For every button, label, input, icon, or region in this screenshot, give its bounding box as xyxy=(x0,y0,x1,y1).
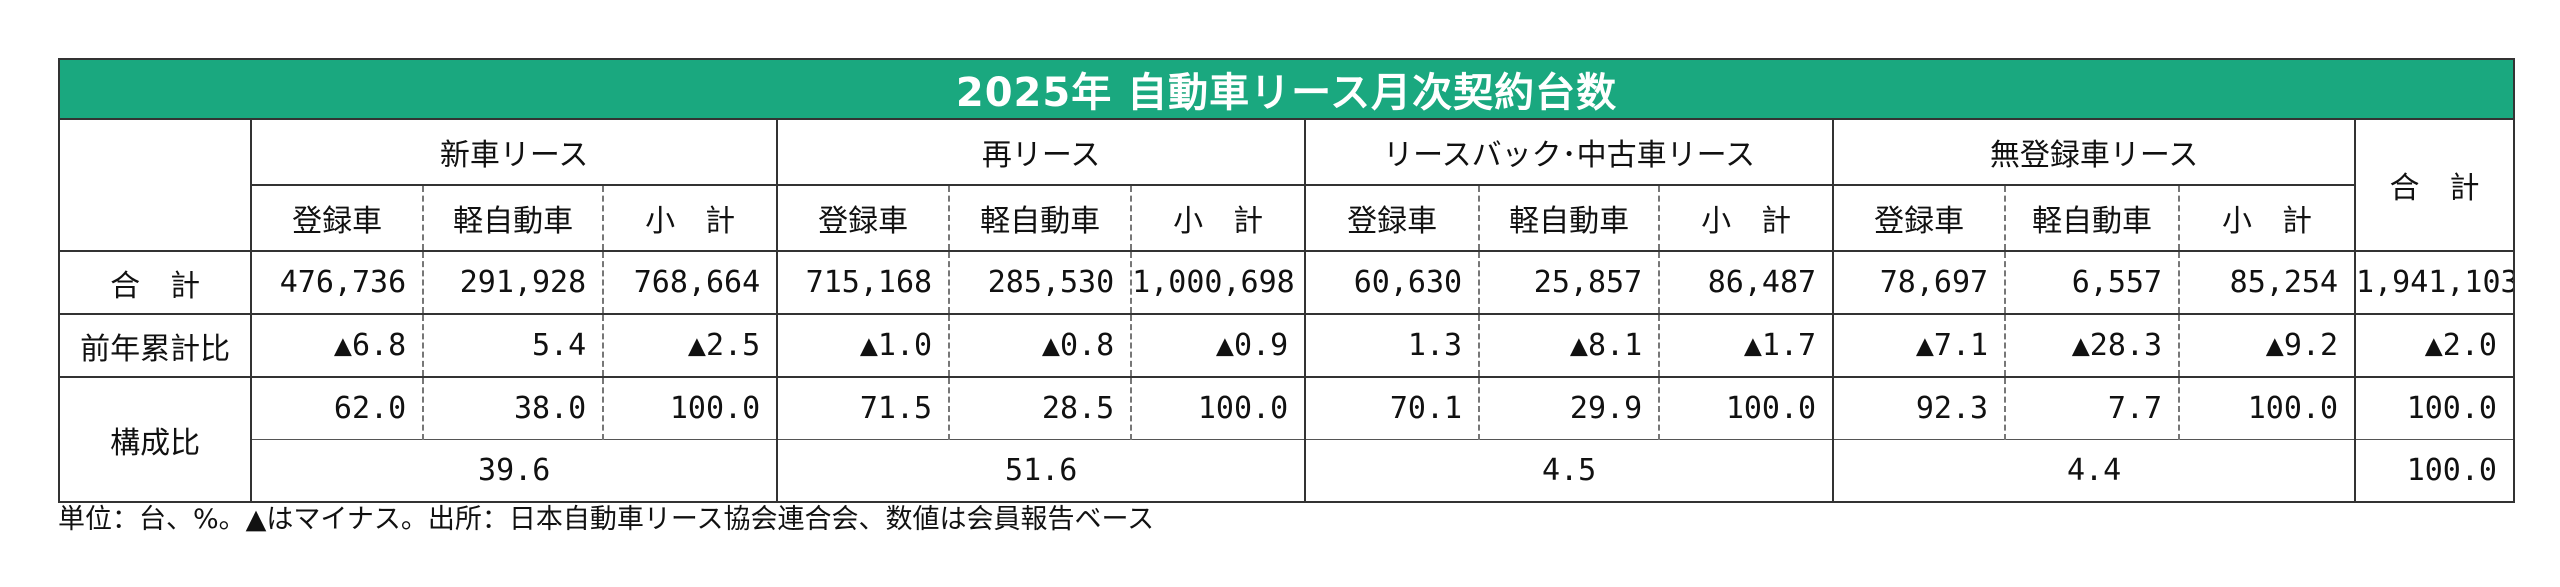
cell-value: 92.3 xyxy=(1832,376,2006,440)
cell-value: 291,928 xyxy=(422,250,604,315)
sub-header-kei: 軽自動車 xyxy=(2004,184,2180,252)
cell-value: 285,530 xyxy=(948,250,1132,315)
group-share-value: 51.6 xyxy=(776,439,1307,503)
cell-value: 6,557 xyxy=(2004,250,2180,315)
source-note: 単位：台、%。▲はマイナス。出所：日本自動車リース協会連合会、数値は会員報告ベー… xyxy=(58,504,1155,535)
cell-value: 100.0 xyxy=(602,376,779,440)
cell-value: ▲8.1 xyxy=(1478,313,1660,378)
cell-value: 100.0 xyxy=(2178,376,2357,440)
cell-value: 1,941,103 xyxy=(2354,250,2515,315)
sub-header-subtotal: 小 計 xyxy=(1130,184,1307,252)
group-header-unregistered-car: 無登録車リース xyxy=(1832,118,2357,186)
sub-header-subtotal: 小 計 xyxy=(602,184,779,252)
cell-value: 85,254 xyxy=(2178,250,2357,315)
cell-value: 100.0 xyxy=(1658,376,1835,440)
cell-value: 100.0 xyxy=(2354,376,2515,440)
group-header-re-lease: 再リース xyxy=(776,118,1307,186)
cell-value: 78,697 xyxy=(1832,250,2006,315)
table-row-yoy: 前年累計比 ▲6.8 5.4 ▲2.5 ▲1.0 ▲0.8 ▲0.9 1.3 ▲… xyxy=(57,313,2515,378)
sub-header-kei: 軽自動車 xyxy=(948,184,1132,252)
cell-value: 71.5 xyxy=(776,376,950,440)
cell-value: 86,487 xyxy=(1658,250,1835,315)
cell-value: 38.0 xyxy=(422,376,604,440)
row-label-yoy: 前年累計比 xyxy=(57,313,253,378)
cell-value: ▲0.8 xyxy=(948,313,1132,378)
group-share-value: 39.6 xyxy=(250,439,779,503)
cell-value: 768,664 xyxy=(602,250,779,315)
row-label-composition: 構成比 xyxy=(57,376,253,503)
cell-value: 25,857 xyxy=(1478,250,1660,315)
cell-value: 62.0 xyxy=(250,376,424,440)
cell-value: ▲2.0 xyxy=(2354,313,2515,378)
group-share-total: 100.0 xyxy=(2354,439,2515,503)
table-row-composition-group: 39.6 51.6 4.5 4.4 100.0 xyxy=(59,439,2515,503)
cell-value: 100.0 xyxy=(1130,376,1307,440)
lease-table: 2025年 自動車リース月次契約台数 新車リース 再リース リースバック･中古車… xyxy=(57,58,2515,503)
table-title: 2025年 自動車リース月次契約台数 xyxy=(58,58,2515,120)
total-header: 合 計 xyxy=(2354,118,2515,252)
cell-value: 28.5 xyxy=(948,376,1132,440)
cell-value: ▲7.1 xyxy=(1832,313,2006,378)
sub-header-subtotal: 小 計 xyxy=(2178,184,2357,252)
sub-header-subtotal: 小 計 xyxy=(1658,184,1835,252)
cell-value: ▲0.9 xyxy=(1130,313,1307,378)
corner-cell xyxy=(57,118,253,252)
cell-value: ▲1.0 xyxy=(776,313,950,378)
sub-header-registered: 登録車 xyxy=(776,184,950,252)
cell-value: 476,736 xyxy=(250,250,424,315)
cell-value: 5.4 xyxy=(422,313,604,378)
cell-value: 29.9 xyxy=(1478,376,1660,440)
sub-header-registered: 登録車 xyxy=(250,184,424,252)
cell-value: 715,168 xyxy=(776,250,950,315)
cell-value: ▲1.7 xyxy=(1658,313,1835,378)
cell-value: 1,000,698 xyxy=(1130,250,1307,315)
group-header-new-car-lease: 新車リース xyxy=(250,118,779,186)
cell-value: 70.1 xyxy=(1304,376,1480,440)
group-share-value: 4.5 xyxy=(1304,439,1835,503)
sub-header-kei: 軽自動車 xyxy=(422,184,604,252)
row-label-total: 合 計 xyxy=(57,250,253,315)
sub-header-kei: 軽自動車 xyxy=(1478,184,1660,252)
cell-value: ▲6.8 xyxy=(250,313,424,378)
lease-table-container: 2025年 自動車リース月次契約台数 新車リース 再リース リースバック･中古車… xyxy=(57,58,2515,503)
sub-header-registered: 登録車 xyxy=(1304,184,1480,252)
cell-value: 1.3 xyxy=(1304,313,1480,378)
table-row-composition: 構成比 62.0 38.0 100.0 71.5 28.5 100.0 70.1… xyxy=(57,376,2515,503)
group-header-leaseback-used-car: リースバック･中古車リース xyxy=(1304,118,1835,186)
cell-value: 60,630 xyxy=(1304,250,1480,315)
sub-header-registered: 登録車 xyxy=(1832,184,2006,252)
group-share-value: 4.4 xyxy=(1832,439,2357,503)
table-row-total: 合 計 476,736 291,928 768,664 715,168 285,… xyxy=(57,250,2515,315)
cell-value: 7.7 xyxy=(2004,376,2180,440)
cell-value: ▲28.3 xyxy=(2004,313,2180,378)
cell-value: ▲9.2 xyxy=(2178,313,2357,378)
cell-value: ▲2.5 xyxy=(602,313,779,378)
